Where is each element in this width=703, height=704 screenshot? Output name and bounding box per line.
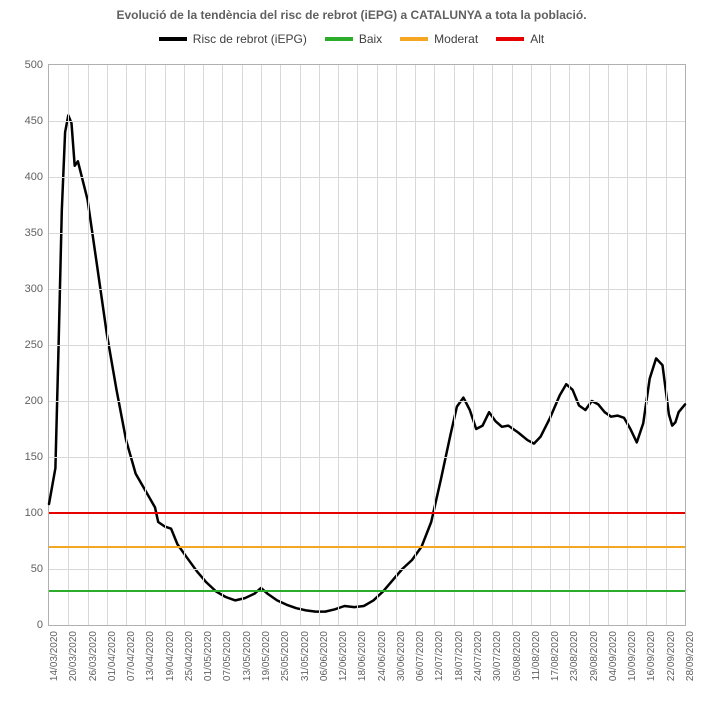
x-axis-tick-label: 25/05/2020 bbox=[280, 631, 291, 681]
grid-line-vertical bbox=[589, 65, 590, 625]
legend-item: Risc de rebrot (iEPG) bbox=[159, 32, 307, 46]
grid-line-vertical bbox=[608, 65, 609, 625]
grid-line-vertical bbox=[473, 65, 474, 625]
grid-line-vertical bbox=[396, 65, 397, 625]
grid-line-vertical bbox=[531, 65, 532, 625]
legend-item: Alt bbox=[496, 32, 544, 46]
y-axis-tick-label: 400 bbox=[25, 171, 43, 183]
x-axis-tick-label: 06/07/2020 bbox=[415, 631, 426, 681]
x-axis-tick-label: 06/06/2020 bbox=[319, 631, 330, 681]
x-axis-tick-label: 28/09/2020 bbox=[685, 631, 696, 681]
grid-line-vertical bbox=[88, 65, 89, 625]
x-axis-tick-label: 30/07/2020 bbox=[492, 631, 503, 681]
grid-line-vertical bbox=[492, 65, 493, 625]
grid-line-vertical bbox=[666, 65, 667, 625]
y-axis-tick-label: 250 bbox=[25, 339, 43, 351]
threshold-line-moderat bbox=[49, 546, 685, 548]
x-axis-tick-label: 01/04/2020 bbox=[107, 631, 118, 681]
legend-swatch bbox=[400, 37, 428, 41]
x-axis-tick-label: 23/08/2020 bbox=[569, 631, 580, 681]
grid-line-vertical bbox=[627, 65, 628, 625]
legend-swatch bbox=[325, 37, 353, 41]
chart-legend: Risc de rebrot (iEPG) Baix Moderat Alt bbox=[0, 22, 703, 52]
grid-line-vertical bbox=[646, 65, 647, 625]
grid-line-vertical bbox=[68, 65, 69, 625]
x-axis-tick-label: 07/04/2020 bbox=[126, 631, 137, 681]
x-axis-tick-label: 12/06/2020 bbox=[338, 631, 349, 681]
y-axis-tick-label: 500 bbox=[25, 59, 43, 71]
x-axis-tick-label: 17/08/2020 bbox=[550, 631, 561, 681]
grid-line-vertical bbox=[165, 65, 166, 625]
x-axis-tick-label: 13/05/2020 bbox=[242, 631, 253, 681]
grid-line-vertical bbox=[203, 65, 204, 625]
x-axis-tick-label: 04/09/2020 bbox=[608, 631, 619, 681]
grid-line-vertical bbox=[184, 65, 185, 625]
plot-area: 05010015020025030035040045050014/03/2020… bbox=[48, 64, 686, 626]
grid-line-vertical bbox=[126, 65, 127, 625]
grid-line-vertical bbox=[242, 65, 243, 625]
grid-line-vertical bbox=[338, 65, 339, 625]
x-axis-tick-label: 14/03/2020 bbox=[49, 631, 60, 681]
y-axis-tick-label: 50 bbox=[31, 563, 43, 575]
y-axis-tick-label: 350 bbox=[25, 227, 43, 239]
x-axis-tick-label: 11/08/2020 bbox=[531, 631, 542, 680]
x-axis-tick-label: 01/05/2020 bbox=[203, 631, 214, 681]
grid-line-vertical bbox=[145, 65, 146, 625]
x-axis-tick-label: 13/04/2020 bbox=[145, 631, 156, 681]
grid-line-vertical bbox=[300, 65, 301, 625]
grid-line-vertical bbox=[569, 65, 570, 625]
y-axis-tick-label: 0 bbox=[37, 619, 43, 631]
grid-line-vertical bbox=[319, 65, 320, 625]
chart-title: Evolució de la tendència del risc de reb… bbox=[0, 0, 703, 22]
legend-label: Moderat bbox=[434, 32, 478, 46]
legend-label: Baix bbox=[359, 32, 382, 46]
grid-line-vertical bbox=[357, 65, 358, 625]
grid-line-vertical bbox=[415, 65, 416, 625]
y-axis-tick-label: 150 bbox=[25, 451, 43, 463]
x-axis-tick-label: 10/09/2020 bbox=[627, 631, 638, 681]
grid-line-vertical bbox=[434, 65, 435, 625]
grid-line-vertical bbox=[222, 65, 223, 625]
x-axis-tick-label: 19/04/2020 bbox=[165, 631, 176, 681]
x-axis-tick-label: 26/03/2020 bbox=[88, 631, 99, 681]
x-axis-tick-label: 22/09/2020 bbox=[666, 631, 677, 681]
x-axis-tick-label: 24/07/2020 bbox=[473, 631, 484, 681]
x-axis-tick-label: 24/06/2020 bbox=[377, 631, 388, 681]
x-axis-tick-label: 31/05/2020 bbox=[300, 631, 311, 681]
legend-swatch bbox=[496, 37, 524, 41]
y-axis-tick-label: 100 bbox=[25, 507, 43, 519]
chart-container: Evolució de la tendència del risc de reb… bbox=[0, 0, 703, 704]
y-axis-tick-label: 450 bbox=[25, 115, 43, 127]
legend-label: Risc de rebrot (iEPG) bbox=[193, 32, 307, 46]
x-axis-tick-label: 20/03/2020 bbox=[68, 631, 79, 681]
legend-swatch bbox=[159, 37, 187, 41]
grid-line-vertical bbox=[454, 65, 455, 625]
grid-line-vertical bbox=[550, 65, 551, 625]
x-axis-tick-label: 25/04/2020 bbox=[184, 631, 195, 681]
x-axis-tick-label: 30/06/2020 bbox=[396, 631, 407, 681]
legend-item: Moderat bbox=[400, 32, 478, 46]
x-axis-tick-label: 07/05/2020 bbox=[222, 631, 233, 681]
grid-line-vertical bbox=[280, 65, 281, 625]
grid-line-vertical bbox=[377, 65, 378, 625]
x-axis-tick-label: 19/05/2020 bbox=[261, 631, 272, 681]
grid-line-vertical bbox=[107, 65, 108, 625]
legend-item: Baix bbox=[325, 32, 382, 46]
y-axis-tick-label: 300 bbox=[25, 283, 43, 295]
x-axis-tick-label: 18/07/2020 bbox=[454, 631, 465, 681]
legend-label: Alt bbox=[530, 32, 544, 46]
x-axis-tick-label: 18/06/2020 bbox=[357, 631, 368, 681]
y-axis-tick-label: 200 bbox=[25, 395, 43, 407]
grid-line-vertical bbox=[261, 65, 262, 625]
x-axis-tick-label: 05/08/2020 bbox=[512, 631, 523, 681]
grid-line-vertical bbox=[512, 65, 513, 625]
x-axis-tick-label: 16/09/2020 bbox=[646, 631, 657, 681]
x-axis-tick-label: 29/08/2020 bbox=[589, 631, 600, 681]
threshold-line-alt bbox=[49, 512, 685, 514]
threshold-line-baix bbox=[49, 590, 685, 592]
x-axis-tick-label: 12/07/2020 bbox=[434, 631, 445, 681]
